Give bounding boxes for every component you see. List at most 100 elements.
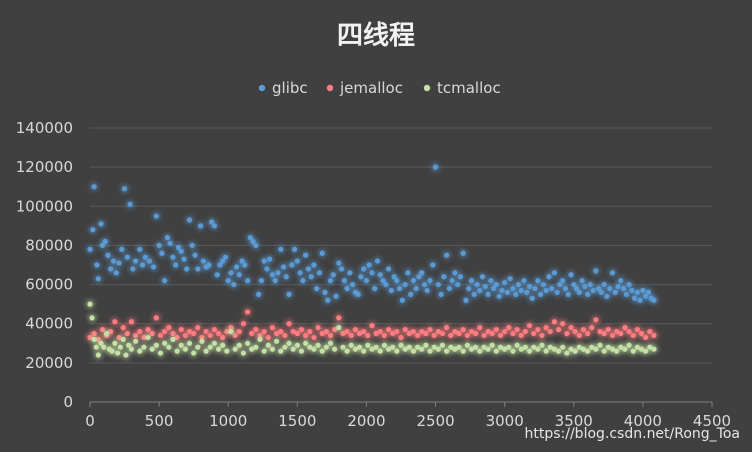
point-marker (532, 285, 538, 292)
point-marker (282, 332, 288, 339)
point-marker (507, 276, 513, 282)
data-point (96, 219, 106, 229)
point-marker (419, 270, 425, 276)
point-marker (651, 346, 657, 352)
point-marker (438, 291, 444, 297)
point-marker (366, 262, 372, 268)
data-point (284, 289, 294, 299)
data-point (558, 319, 568, 329)
data-point (453, 279, 463, 290)
data-point (193, 323, 203, 333)
data-point (397, 295, 407, 305)
data-point (131, 256, 141, 266)
point-marker (233, 264, 240, 270)
point-marker (593, 317, 599, 323)
legend-item-jemalloc: jemalloc (326, 79, 403, 97)
point-marker (369, 323, 375, 329)
point-marker (157, 350, 164, 356)
point-marker (272, 278, 278, 284)
point-marker (374, 258, 381, 264)
data-point (436, 289, 446, 299)
point-marker (314, 285, 320, 292)
point-marker (336, 315, 342, 321)
point-marker (526, 323, 533, 329)
point-marker (195, 325, 201, 331)
point-marker (121, 186, 128, 192)
point-marker (280, 264, 287, 270)
data-point (330, 344, 340, 354)
point-marker (150, 264, 157, 270)
point-marker (191, 330, 197, 337)
data-point (238, 348, 249, 358)
point-marker (493, 326, 499, 333)
point-marker (173, 262, 179, 268)
point-marker (547, 328, 553, 335)
point-marker (565, 291, 571, 297)
point-marker (236, 342, 242, 348)
data-point (607, 268, 618, 278)
point-marker (460, 348, 466, 354)
point-marker (197, 223, 204, 229)
point-marker (539, 342, 545, 348)
x-tick-label: 0 (85, 412, 95, 430)
data-point (195, 221, 206, 231)
data-point (334, 313, 344, 323)
point-marker (242, 262, 248, 268)
point-marker (489, 342, 495, 348)
data-point (527, 293, 537, 303)
point-marker (261, 348, 267, 354)
point-marker (89, 315, 95, 321)
data-point (251, 342, 261, 352)
data-point (320, 287, 330, 297)
data-point (461, 295, 471, 305)
y-tick-label: 20000 (25, 354, 73, 372)
point-marker (562, 285, 569, 292)
point-marker (460, 250, 466, 256)
data-point (254, 289, 264, 299)
data-point (139, 342, 149, 352)
point-marker (186, 217, 193, 223)
data-point (483, 289, 493, 299)
data-point (480, 281, 490, 292)
point-marker (398, 334, 404, 341)
data-point (591, 266, 601, 276)
point-marker (167, 240, 173, 247)
point-marker (612, 289, 618, 295)
point-marker (568, 272, 574, 278)
data-point (265, 254, 275, 264)
point-marker (307, 328, 313, 335)
data-point (317, 248, 327, 258)
data-point (273, 268, 283, 278)
point-marker (626, 281, 632, 288)
point-marker (311, 334, 317, 341)
data-point (558, 276, 568, 286)
point-marker (651, 297, 657, 303)
data-point (114, 258, 124, 268)
data-point (222, 346, 232, 356)
point-marker (283, 274, 289, 280)
point-marker (211, 223, 217, 229)
point-marker (394, 278, 400, 284)
data-point (383, 264, 394, 274)
data-point (276, 244, 286, 254)
point-marker (405, 270, 411, 276)
data-point (93, 274, 103, 284)
data-point (458, 248, 468, 258)
point-marker (444, 252, 450, 258)
point-marker (192, 252, 198, 258)
data-point (143, 332, 153, 343)
point-marker (316, 270, 323, 276)
point-marker (607, 285, 613, 292)
y-axis: 0 20000 40000 60000 80000 100000 120000 140000 (16, 119, 73, 411)
point-marker (333, 293, 339, 299)
data-point (439, 272, 449, 282)
point-marker (637, 297, 643, 303)
data-point (295, 268, 305, 278)
point-marker (598, 289, 605, 295)
point-marker (479, 274, 486, 280)
point-marker (365, 332, 371, 339)
point-marker (421, 281, 428, 288)
point-marker (535, 278, 541, 284)
point-marker (336, 260, 342, 266)
watermark-text: https://blog.csdn.net/Rong_Toa (525, 426, 741, 442)
